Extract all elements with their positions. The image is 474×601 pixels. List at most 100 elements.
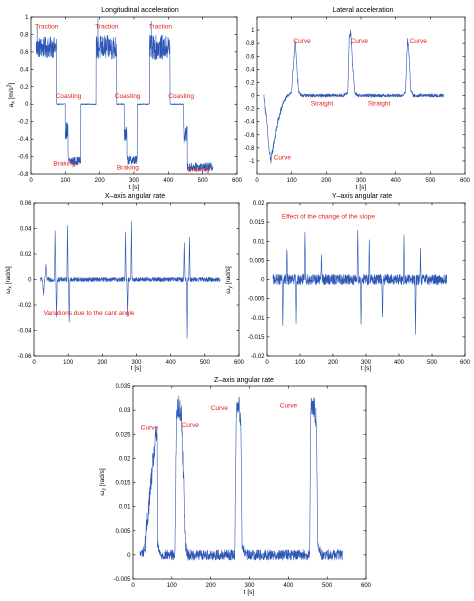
chart-title-longitudinal: Longitudinal acceleration: [101, 7, 179, 14]
annotation-label: Variations due to the cant angle: [44, 310, 135, 317]
x-tick-label: 0: [131, 583, 135, 589]
y-tick-label: 0.6: [246, 54, 255, 60]
annotation-label: Curve: [211, 405, 229, 412]
x-tick-label: 0: [29, 178, 33, 184]
series-line-long: [35, 18, 214, 172]
y-tick-label: 0.015: [249, 220, 265, 226]
y-tick-label: -0.4: [18, 137, 29, 143]
y-label-subscript: x: [8, 286, 14, 289]
y-tick-label: -0.8: [18, 172, 29, 178]
x-tick-label: 0: [255, 178, 259, 184]
y-tick-label: 0.4: [20, 67, 29, 73]
y-tick-label: 0.8: [246, 41, 255, 47]
y-label-symbol: ω: [99, 491, 106, 496]
x-tick-label: 500: [200, 360, 211, 366]
annotation-label: Curve: [351, 38, 369, 45]
y-tick-label: 0: [127, 553, 131, 559]
x-tick-label: 200: [206, 583, 217, 589]
annotation-label: Traction: [35, 23, 59, 30]
x-tick-label: 400: [394, 360, 405, 366]
x-tick-label: 600: [361, 583, 372, 589]
x-tick-label: 600: [234, 360, 245, 366]
y-tick-label: -0.6: [244, 133, 255, 139]
y-tick-label: 0.02: [20, 252, 32, 258]
y-tick-label: -0.005: [113, 577, 131, 583]
plot-frame-longitudinal: [30, 16, 238, 175]
x-tick-label: 500: [427, 360, 438, 366]
y-tick-label: 0: [251, 94, 255, 100]
y-label-unit: [rad/s]: [99, 468, 106, 488]
y-tick-label: 0.06: [20, 201, 32, 207]
y-axis-label-y-angular-rate: ωy [rad/s]: [225, 266, 234, 294]
plot-frame-lateral: [256, 16, 466, 175]
x-tick-label: 500: [198, 178, 209, 184]
annotation-label: Straight: [368, 100, 391, 107]
annotation-label: Curve: [141, 424, 159, 431]
y-label-subscript: z: [102, 488, 108, 491]
annotation-label: Braking: [188, 166, 210, 173]
y-tick-label: -0.02: [18, 303, 32, 309]
y-label-subscript: y: [228, 286, 234, 289]
series-line-wy: [272, 229, 447, 335]
chart-title-x-angular-rate: X–axis angular rate: [105, 193, 165, 200]
y-tick-label: -0.6: [18, 155, 29, 161]
y-tick-label: 0.035: [115, 384, 131, 390]
annotation-label: Curve: [274, 155, 292, 162]
y-tick-label: 0.04: [20, 227, 32, 233]
x-tick-label: 0: [265, 360, 269, 366]
chart-y-angular-rate: Y–axis angular rate 0 100 200 300 400 500 600-…: [225, 193, 471, 372]
y-label-symbol: ω: [225, 289, 232, 294]
x-tick-label: 300: [131, 360, 142, 366]
x-tick-label: 100: [287, 178, 298, 184]
x-tick-label: 400: [163, 178, 174, 184]
y-tick-label: -1: [249, 159, 255, 165]
y-label-tail: ]: [8, 82, 15, 84]
chart-x-angular-rate: X–axis angular rate 0 100 200 300 400 500 600 -…: [5, 193, 245, 372]
x-tick-label: 400: [283, 583, 294, 589]
x-tick-label: 600: [460, 178, 471, 184]
y-tick-label: 0.4: [246, 67, 255, 73]
x-tick-label: 200: [97, 360, 108, 366]
series-line-wz: [139, 395, 343, 561]
x-tick-label: 200: [95, 178, 106, 184]
y-axis-label-x-angular-rate: ωx [rad/s]: [5, 266, 14, 294]
annotation-label: Straight: [311, 100, 334, 107]
annotation-label: Curve: [280, 403, 298, 410]
x-tick-label: 0: [32, 360, 36, 366]
y-tick-label: 0.8: [20, 32, 29, 38]
y-tick-label: -0.01: [251, 316, 265, 322]
annotation-label: Braking: [117, 165, 139, 172]
y-tick-label: 1: [251, 28, 255, 34]
x-tick-label: 500: [322, 583, 333, 589]
chart-z-angular-rate: Z–axis angular rate 0 100 200 300 400 500 600 -…: [99, 377, 372, 596]
y-tick-label: 0.02: [119, 456, 131, 462]
plot-frame-x-angular-rate: [33, 202, 240, 357]
plot-frame-z-angular-rate: [132, 385, 367, 580]
x-tick-label: 400: [391, 178, 402, 184]
x-axis-label-lateral: t [s]: [356, 184, 367, 191]
y-tick-label: 0.02: [253, 201, 265, 207]
annotation-label: Curve: [293, 38, 311, 45]
chart-title-z-angular-rate: Z–axis angular rate: [214, 377, 274, 384]
y-tick-label: 0.2: [20, 85, 29, 91]
x-tick-label: 300: [356, 178, 367, 184]
y-axis-label-z-angular-rate: ωz [rad/s]: [99, 468, 108, 496]
annotation-label: Curve: [182, 422, 200, 429]
annotation-label: Effect of the change of the slope: [282, 213, 375, 220]
series-line-lat: [263, 29, 445, 164]
y-tick-label: 0: [261, 278, 265, 284]
y-tick-label: -0.015: [247, 335, 265, 341]
annotation-label: Coasting: [56, 93, 82, 100]
y-tick-label: -0.2: [244, 107, 255, 113]
annotation-label: Coasting: [115, 93, 141, 100]
x-tick-label: 600: [460, 360, 471, 366]
x-axis-label-longitudinal: t [s]: [129, 184, 140, 191]
y-tick-label: 0.025: [115, 432, 131, 438]
y-tick-label: -0.06: [18, 354, 32, 360]
y-tick-label: 0.6: [20, 50, 29, 56]
y-label-symbol: ω: [5, 289, 12, 294]
y-tick-label: -0.2: [18, 120, 29, 126]
y-tick-label: 0.015: [115, 481, 131, 487]
y-tick-label: 0.01: [253, 239, 265, 245]
